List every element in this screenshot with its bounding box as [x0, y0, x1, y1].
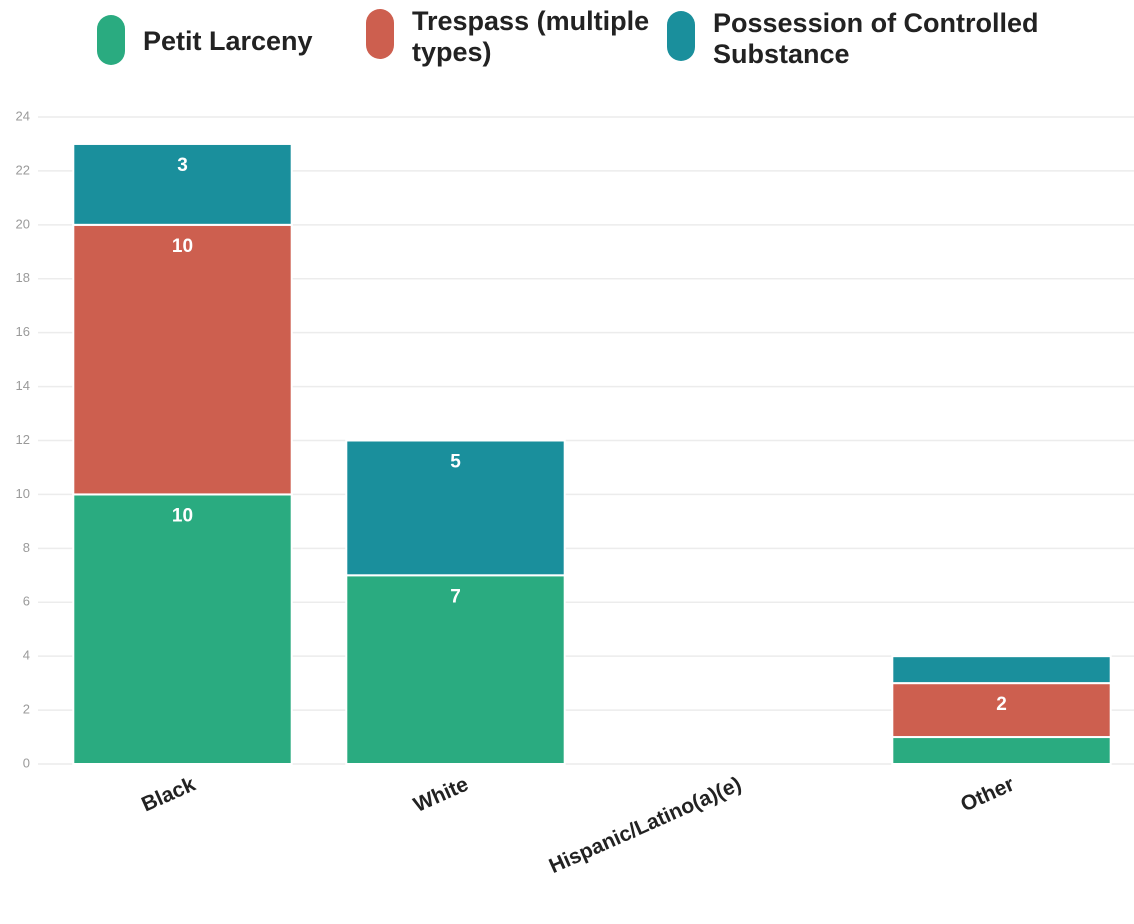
- bar-segment: [891, 736, 1112, 766]
- y-tick-label: 6: [23, 594, 30, 609]
- data-label: 10: [172, 505, 193, 526]
- data-label: 2: [996, 694, 1007, 715]
- legend-swatch: [97, 15, 125, 65]
- data-label: 3: [177, 155, 188, 176]
- y-tick-label: 16: [16, 324, 30, 339]
- legend-item: Possession of Controlled Substance: [667, 8, 1133, 70]
- y-tick-label: 4: [23, 648, 30, 663]
- y-tick-label: 10: [16, 486, 30, 501]
- legend-item: Trespass (multiple types): [366, 6, 662, 68]
- bar-segment: [891, 682, 1112, 739]
- legend-swatch: [667, 11, 695, 61]
- legend-swatch: [366, 9, 394, 59]
- data-label: 7: [450, 586, 461, 607]
- bar-segment: [891, 655, 1112, 685]
- y-tick-label: 20: [16, 216, 30, 231]
- y-tick-label: 0: [23, 755, 30, 770]
- legend-label: Possession of Controlled Substance: [713, 8, 1039, 69]
- y-tick-label: 18: [16, 270, 30, 285]
- data-label: 10: [172, 236, 193, 257]
- bar-segment: [345, 574, 566, 766]
- x-tick-label: Black: [138, 772, 199, 816]
- legend-label: Petit Larceny: [143, 26, 313, 56]
- bar-segment: [345, 439, 566, 577]
- bar-segment: [72, 142, 293, 226]
- y-tick-label: 2: [23, 702, 30, 717]
- data-label: 5: [450, 452, 461, 473]
- x-tick-label: Other: [957, 773, 1018, 817]
- y-tick-label: 8: [23, 540, 30, 555]
- x-tick-label: White: [410, 773, 472, 817]
- legend: Petit Larceny Trespass (multiple types) Po…: [0, 6, 1134, 76]
- bar-segment: [72, 223, 293, 496]
- legend-item: Petit Larceny: [97, 12, 313, 65]
- y-tick-label: 12: [16, 432, 30, 447]
- bar-segment: [72, 493, 293, 765]
- legend-label: Trespass (multiple types): [412, 6, 650, 67]
- y-tick-label: 22: [16, 162, 30, 177]
- y-tick-label: 14: [16, 378, 30, 393]
- y-tick-label: 24: [16, 108, 30, 123]
- x-tick-label: Hispanic/Latino(a)(e): [546, 773, 745, 878]
